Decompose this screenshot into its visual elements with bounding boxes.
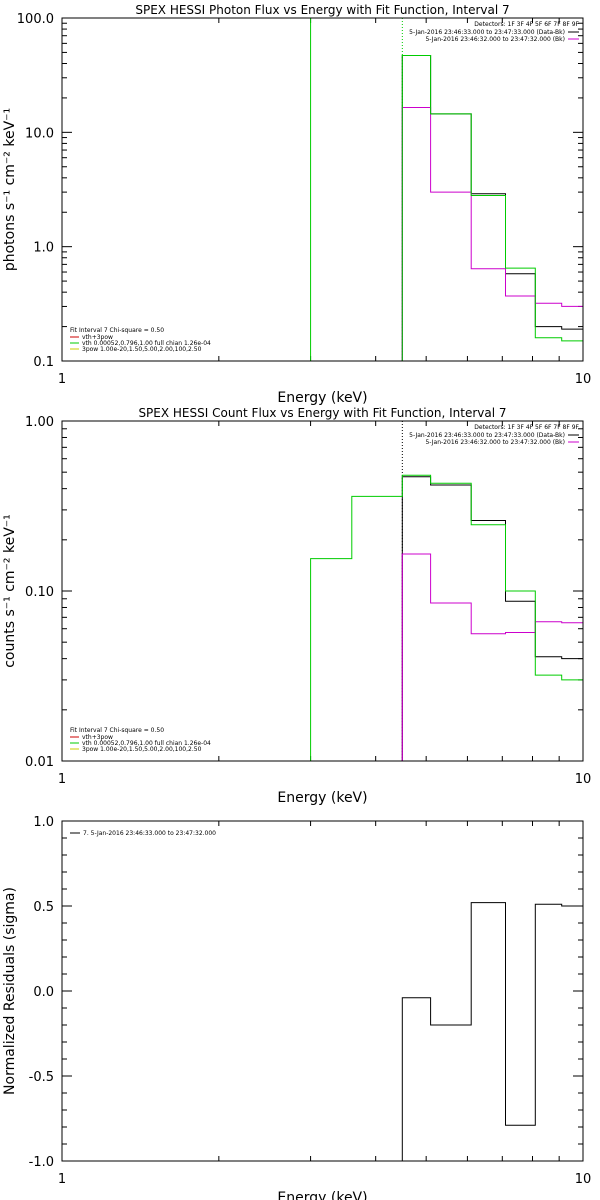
legend-entry: 3pow 1.00e-20,1.50,5.00,2.00,100,2.50 — [82, 346, 202, 353]
plot-frame — [61, 17, 584, 362]
y-axis-label: photons s⁻¹ cm⁻² keV⁻¹ — [2, 108, 18, 271]
series-step-line — [401, 476, 583, 761]
y-tick-label: 0.5 — [33, 900, 54, 915]
series-step-line — [310, 474, 583, 761]
x-tick-label: 1 — [58, 372, 66, 387]
legend-header: Detectors: 1F 3F 4F 5F 6F 7F 8F 9F — [474, 21, 579, 28]
legend-entry: vth 0.00052,0.796,1.00 full chian 1.26e-… — [82, 740, 211, 747]
series-step-line — [401, 107, 583, 361]
legend-entry: 3pow 1.00e-20,1.50,5.00,2.00,100,2.50 — [82, 746, 202, 753]
y-tick-label: 0.01 — [25, 755, 54, 770]
y-tick-label: 0.1 — [33, 355, 54, 370]
plot-frame — [61, 420, 584, 762]
series-step-line — [401, 55, 583, 361]
y-tick-label: 100.0 — [17, 12, 54, 27]
chart-panel-2: 1 10 0.01 0.10 1.00 SPEX HESSI Count Flux vs … — [2, 406, 591, 806]
y-tick-label: 1.0 — [33, 815, 54, 830]
x-axis-label: Energy (keV) — [277, 790, 367, 806]
x-tick-label: 1 — [58, 772, 66, 787]
legend-entry: 5-Jan-2016 23:46:32.000 to 23:47:32.000 … — [425, 439, 565, 446]
series-step-line — [401, 553, 583, 761]
legend-entry: vth+3pow — [82, 734, 113, 741]
y-axis-label: Normalized Residuals (sigma) — [2, 887, 18, 1095]
y-axis-label: counts s⁻¹ cm⁻² keV⁻¹ — [2, 514, 18, 668]
y-tick-label: -1.0 — [29, 1155, 54, 1170]
x-axis-label: Energy (keV) — [277, 390, 367, 406]
legend-header: Fit Interval 7 Chi-square = 0.50 — [70, 327, 164, 334]
legend-entry: 5-Jan-2016 23:46:32.000 to 23:47:32.000 … — [425, 36, 565, 43]
legend-entry: 5-Jan-2016 23:46:33.000 to 23:47:33.000 … — [409, 29, 565, 36]
legend-entry: vth+3pow — [82, 334, 113, 341]
legend-entry: 7. 5-Jan-2016 23:46:33.000 to 23:47:32.0… — [83, 830, 216, 837]
chart-panel-1: 1 10 0.1 1.0 10.0 100.0 SPEX HESSI Photon Flux… — [2, 3, 591, 406]
legend-entry: 5-Jan-2016 23:46:33.000 to 23:47:33.000 … — [409, 432, 565, 439]
y-tick-label: -0.5 — [29, 1070, 54, 1085]
y-tick-label: 0.0 — [33, 985, 54, 1000]
y-tick-label: 0.10 — [25, 585, 54, 600]
legend-entry: vth 0.00052,0.796,1.00 full chian 1.26e-… — [82, 340, 211, 347]
chart-panel-3: 1 10 -1.0 -0.5 0.0 0.5 1.0 Energy (keV) Normaliz… — [2, 815, 591, 1200]
legend-header: Detectors: 1F 3F 4F 5F 6F 7F 8F 9F — [474, 424, 579, 431]
chart-title: SPEX HESSI Count Flux vs Energy with Fit… — [138, 406, 506, 420]
series-step-line — [401, 902, 583, 1161]
plot-frame — [61, 820, 584, 1162]
y-tick-label: 1.0 — [33, 241, 54, 256]
series-step-line — [401, 55, 583, 361]
x-axis-label: Energy (keV) — [277, 1190, 367, 1200]
legend-header: Fit Interval 7 Chi-square = 0.50 — [70, 727, 164, 734]
x-tick-label: 10 — [575, 772, 592, 787]
x-tick-label: 1 — [58, 1172, 66, 1187]
y-tick-label: 1.00 — [25, 415, 54, 430]
chart-title: SPEX HESSI Photon Flux vs Energy with Fi… — [135, 3, 509, 17]
x-tick-label: 10 — [575, 1172, 592, 1187]
x-tick-label: 10 — [575, 372, 592, 387]
y-tick-label: 10.0 — [25, 126, 54, 141]
